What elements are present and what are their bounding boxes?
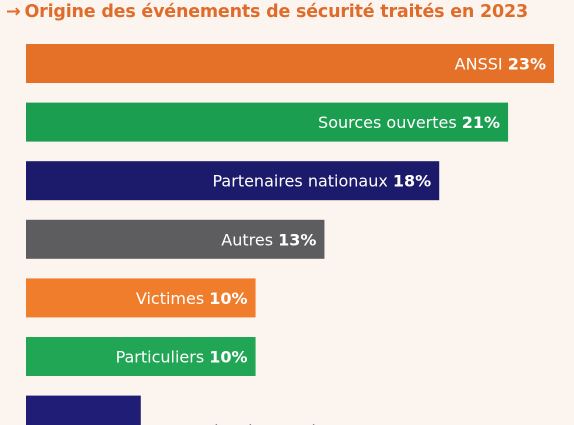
bar-label-1: Sources ouvertes 21% [318,113,500,132]
bar-value-2: 18% [393,172,431,191]
bar-category-6: Partenaires internationaux [153,422,370,425]
bar-label-0: ANSSI 23% [455,55,546,74]
bar-label-5: Particuliers 10% [116,348,248,367]
bar-category-5: Particuliers [116,348,210,367]
bar-value-5: 10% [209,348,247,367]
bar-label-6: Partenaires internationaux 5% [153,422,398,425]
bar-category-3: Autres [221,230,278,249]
bar-value-3: 13% [278,230,316,249]
bar-1 [26,102,509,142]
chart-title: → Origine des événements de sécurité trai… [6,2,528,22]
bar-value-1: 21% [462,113,500,132]
bar-category-2: Partenaires nationaux [213,172,393,191]
bar-5 [26,337,256,376]
bar-2 [26,161,440,201]
chart-title-text: Origine des événements de sécurité trait… [24,2,528,22]
bar-4 [26,278,256,318]
bar-label-3: Autres 13% [221,230,316,249]
bar-0 [26,44,554,83]
bar-value-6: 5% [370,422,397,425]
bar-6 [26,395,141,425]
bar-category-0: ANSSI [455,55,508,74]
bar-category-1: Sources ouvertes [318,113,462,132]
bar-value-4: 10% [209,289,247,308]
bar-value-0: 23% [508,55,546,74]
bar-category-4: Victimes [136,289,209,308]
arrow-icon: → [6,2,21,22]
bar-3 [26,219,325,259]
bar-label-2: Partenaires nationaux 18% [213,172,432,191]
bar-label-4: Victimes 10% [136,289,248,308]
